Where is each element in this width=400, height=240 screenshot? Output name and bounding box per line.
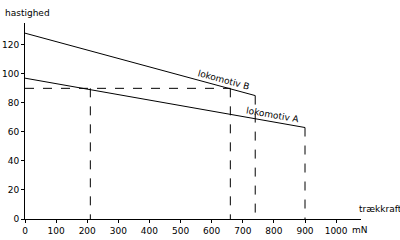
svg-text:400: 400	[141, 226, 158, 236]
svg-text:700: 700	[234, 226, 251, 236]
svg-text:800: 800	[265, 226, 282, 236]
svg-text:120: 120	[2, 40, 19, 50]
svg-text:lokomotiv A: lokomotiv A	[245, 105, 300, 124]
svg-text:100: 100	[2, 69, 19, 79]
svg-text:200: 200	[79, 226, 96, 236]
svg-text:0: 0	[22, 226, 28, 236]
svg-text:lokomotiv B: lokomotiv B	[197, 68, 251, 92]
svg-text:100: 100	[48, 226, 65, 236]
svg-text:1000: 1000	[325, 226, 348, 236]
svg-text:300: 300	[110, 226, 127, 236]
svg-text:0: 0	[13, 214, 19, 224]
svg-text:hastighed: hastighed	[5, 8, 50, 18]
svg-text:20: 20	[8, 185, 20, 195]
svg-text:40: 40	[8, 156, 20, 166]
svg-text:600: 600	[203, 226, 220, 236]
svg-text:900: 900	[296, 226, 313, 236]
svg-text:500: 500	[172, 226, 189, 236]
svg-text:80: 80	[8, 98, 20, 108]
svg-text:trækkraft: trækkraft	[359, 204, 400, 214]
svg-text:60: 60	[8, 127, 20, 137]
svg-text:mN: mN	[352, 225, 368, 235]
